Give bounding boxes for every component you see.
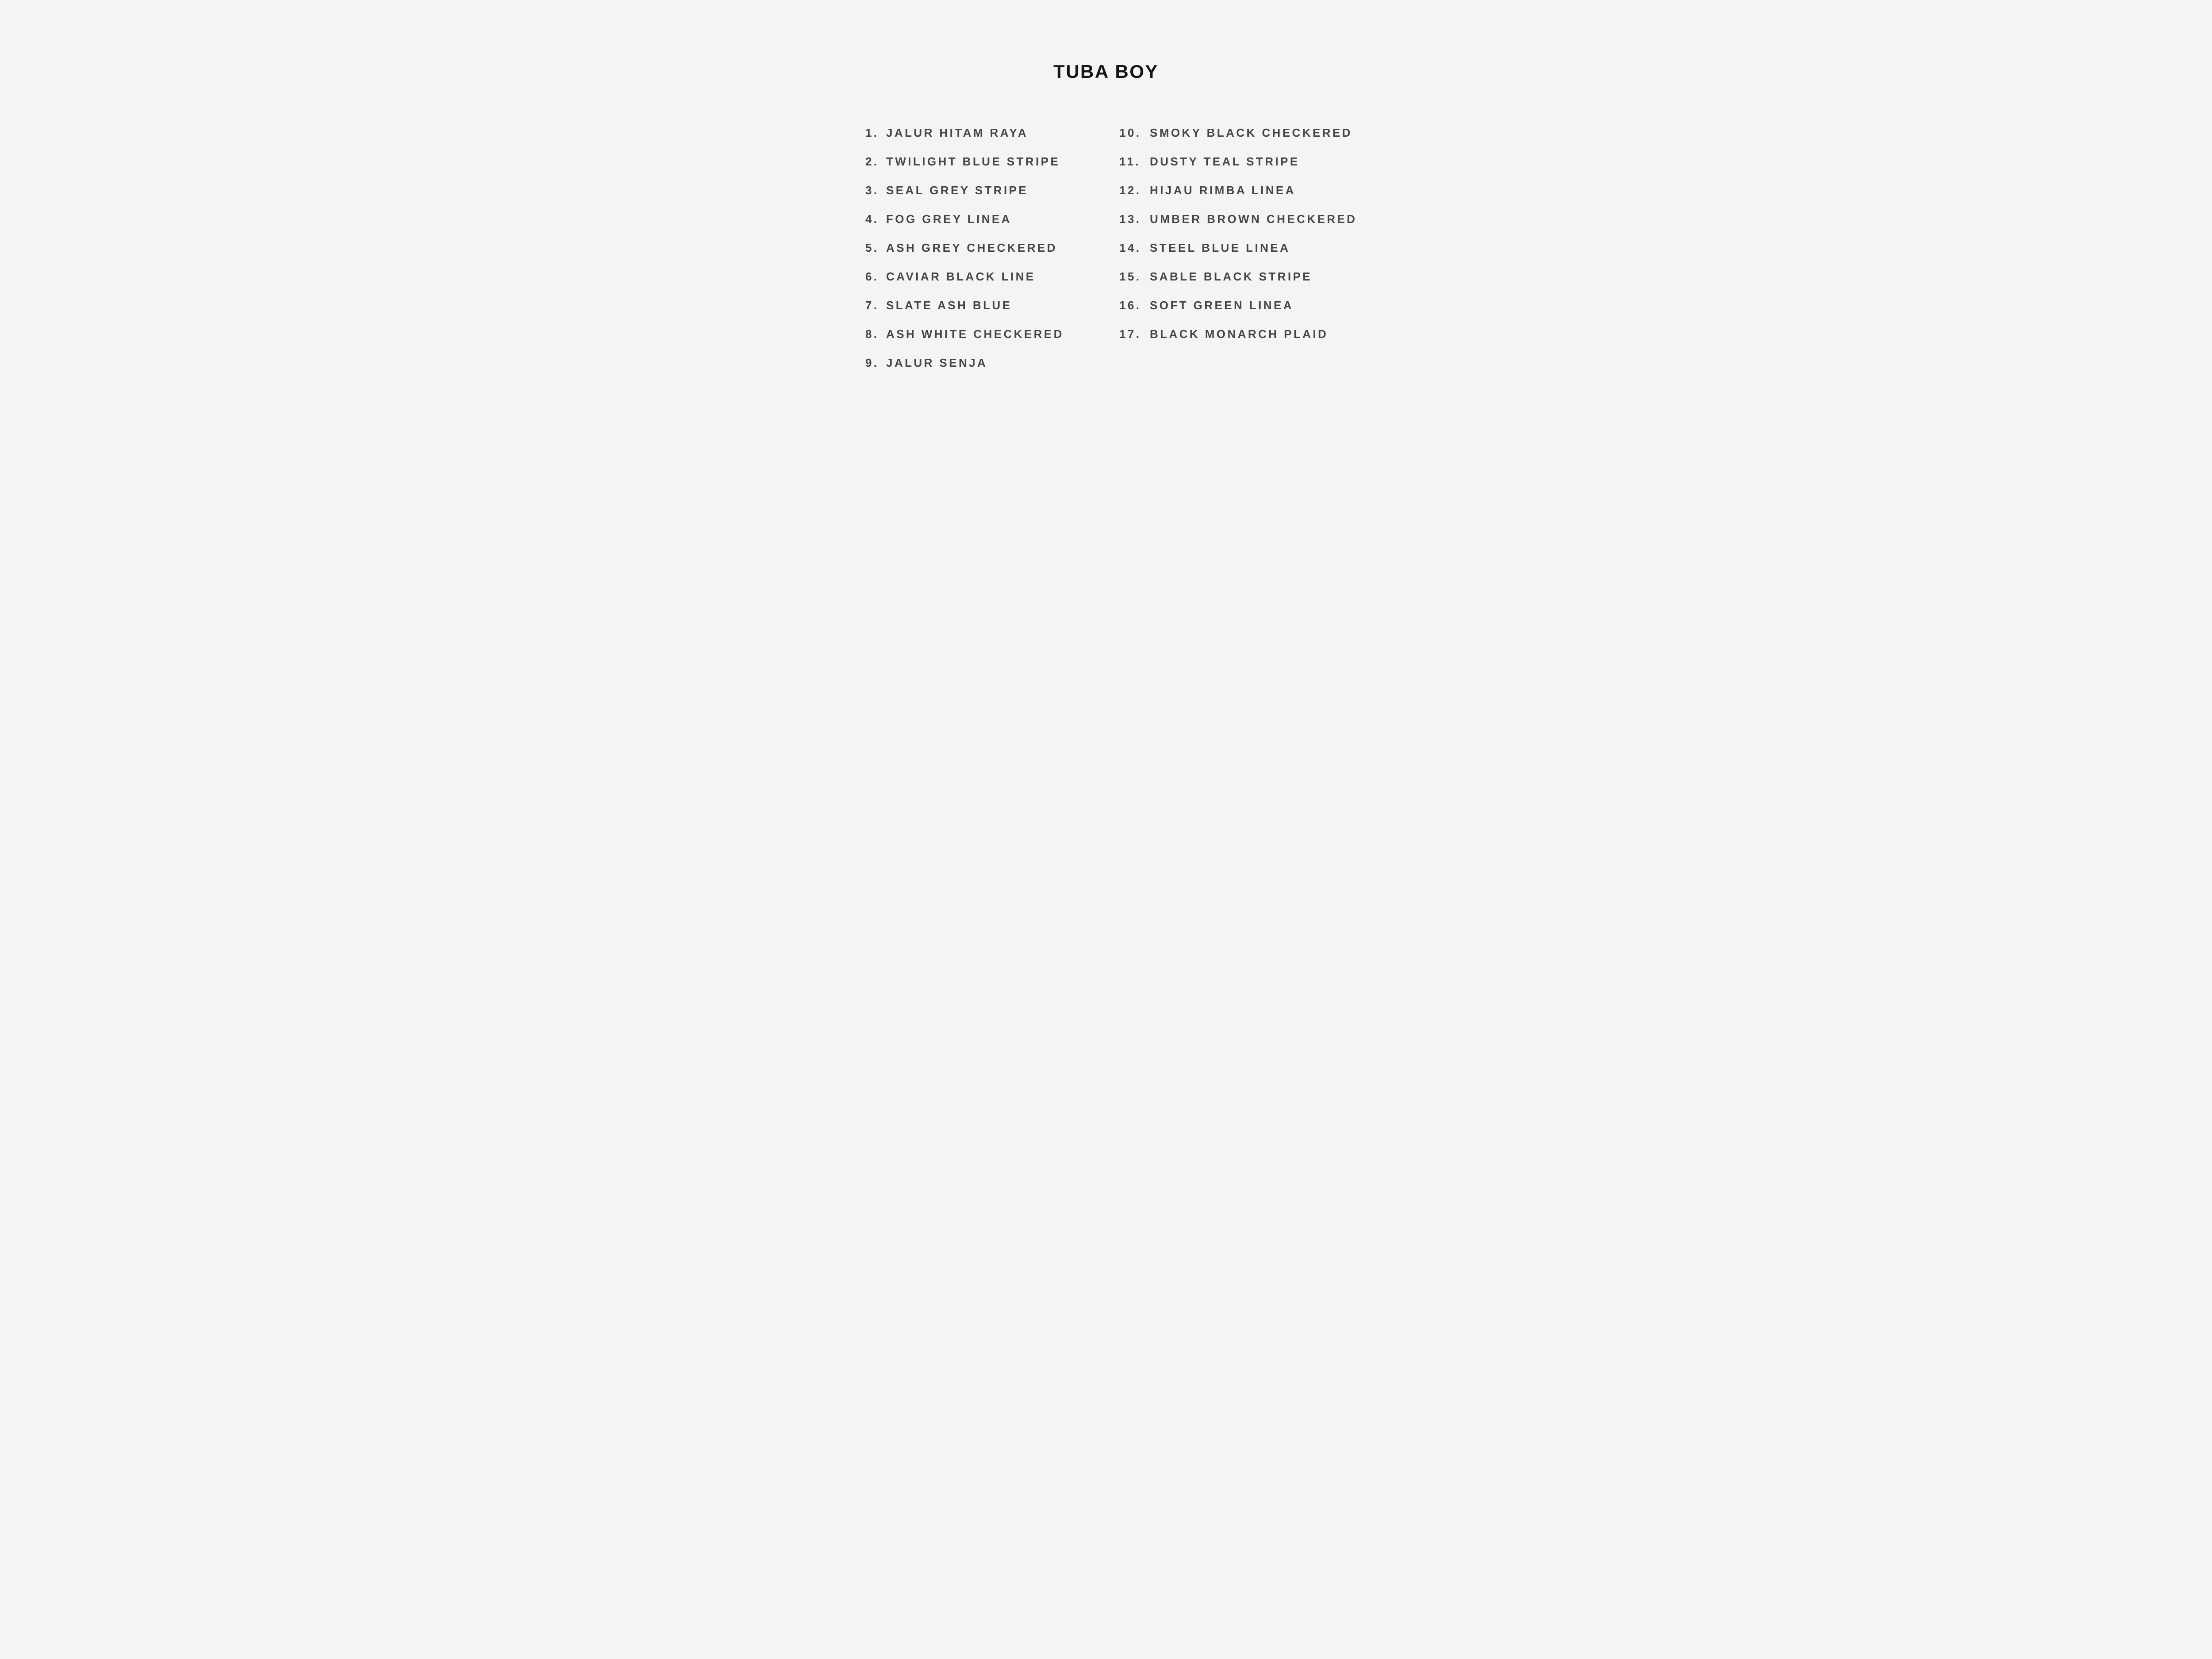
- list-item: 13. UMBER BROWN CHECKERED: [1119, 205, 1357, 234]
- item-number: 13.: [1119, 212, 1141, 226]
- list-item: 1. JALUR HITAM RAYA: [865, 119, 1119, 147]
- list-item: 16. SOFT GREEN LINEA: [1119, 291, 1357, 320]
- item-label: CAVIAR BLACK LINE: [886, 270, 1036, 283]
- item-number: 15.: [1119, 270, 1141, 283]
- list-item: 8. ASH WHITE CHECKERED: [865, 320, 1119, 349]
- list-item: 12. HIJAU RIMBA LINEA: [1119, 176, 1357, 205]
- list-item: 15. SABLE BLACK STRIPE: [1119, 262, 1357, 291]
- item-number: 1.: [865, 126, 879, 139]
- item-number: 7.: [865, 299, 879, 312]
- item-label: HIJAU RIMBA LINEA: [1150, 184, 1296, 197]
- color-list: 1. JALUR HITAM RAYA 2. TWILIGHT BLUE STR…: [865, 119, 1357, 377]
- item-number: 17.: [1119, 327, 1141, 341]
- item-label: JALUR SENJA: [886, 356, 988, 369]
- list-item: 5. ASH GREY CHECKERED: [865, 234, 1119, 262]
- item-number: 11.: [1119, 155, 1141, 168]
- item-number: 8.: [865, 327, 879, 341]
- list-item: 11. DUSTY TEAL STRIPE: [1119, 147, 1357, 176]
- list-item: 3. SEAL GREY STRIPE: [865, 176, 1119, 205]
- item-number: 10.: [1119, 126, 1141, 139]
- item-label: SLATE ASH BLUE: [886, 299, 1012, 312]
- list-item: 9. JALUR SENJA: [865, 349, 1119, 377]
- list-item: 10. SMOKY BLACK CHECKERED: [1119, 119, 1357, 147]
- item-label: STEEL BLUE LINEA: [1150, 241, 1290, 254]
- list-item: 14. STEEL BLUE LINEA: [1119, 234, 1357, 262]
- item-number: 14.: [1119, 241, 1141, 254]
- page: TUBA BOY 1. JALUR HITAM RAYA 2. TWILIGHT…: [774, 0, 1438, 442]
- item-label: JALUR HITAM RAYA: [886, 126, 1029, 139]
- item-label: BLACK MONARCH PLAID: [1150, 327, 1329, 341]
- list-item: 2. TWILIGHT BLUE STRIPE: [865, 147, 1119, 176]
- item-label: UMBER BROWN CHECKERED: [1150, 212, 1357, 226]
- item-number: 6.: [865, 270, 879, 283]
- item-number: 3.: [865, 184, 879, 197]
- list-item: 17. BLACK MONARCH PLAID: [1119, 320, 1357, 349]
- item-label: SOFT GREEN LINEA: [1150, 299, 1294, 312]
- item-label: SEAL GREY STRIPE: [886, 184, 1029, 197]
- item-label: SABLE BLACK STRIPE: [1150, 270, 1313, 283]
- item-number: 4.: [865, 212, 879, 226]
- item-number: 2.: [865, 155, 879, 168]
- item-number: 12.: [1119, 184, 1141, 197]
- item-label: DUSTY TEAL STRIPE: [1150, 155, 1300, 168]
- item-label: TWILIGHT BLUE STRIPE: [886, 155, 1060, 168]
- list-item: 7. SLATE ASH BLUE: [865, 291, 1119, 320]
- item-number: 5.: [865, 241, 879, 254]
- list-item: 4. FOG GREY LINEA: [865, 205, 1119, 234]
- list-column-right: 10. SMOKY BLACK CHECKERED 11. DUSTY TEAL…: [1119, 119, 1357, 349]
- list-column-left: 1. JALUR HITAM RAYA 2. TWILIGHT BLUE STR…: [865, 119, 1119, 377]
- item-label: ASH GREY CHECKERED: [886, 241, 1057, 254]
- item-number: 9.: [865, 356, 879, 369]
- item-label: FOG GREY LINEA: [886, 212, 1012, 226]
- page-title: TUBA BOY: [1053, 61, 1159, 82]
- item-label: SMOKY BLACK CHECKERED: [1150, 126, 1352, 139]
- item-number: 16.: [1119, 299, 1141, 312]
- item-label: ASH WHITE CHECKERED: [886, 327, 1064, 341]
- list-item: 6. CAVIAR BLACK LINE: [865, 262, 1119, 291]
